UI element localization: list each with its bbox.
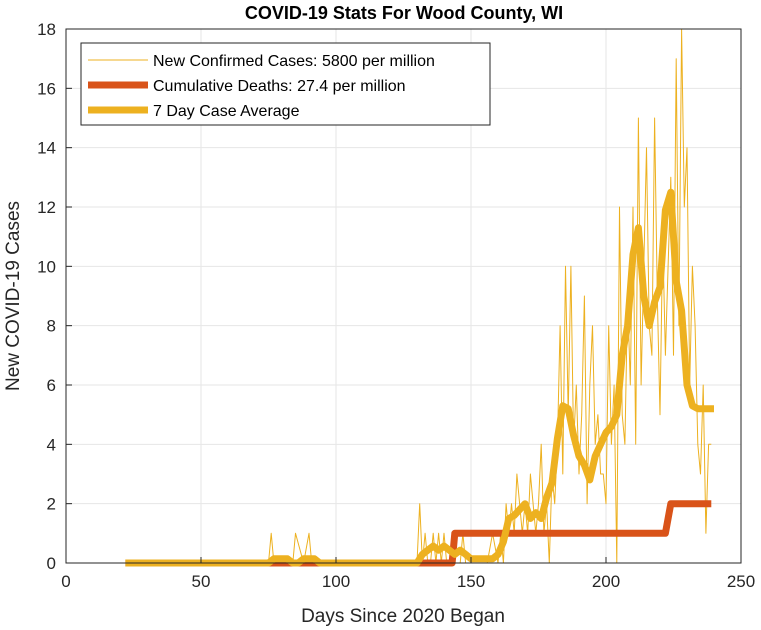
legend-box	[80, 42, 491, 126]
y-tick-label: 14	[37, 139, 56, 158]
x-tick-label: 100	[322, 572, 350, 591]
x-tick-label: 200	[592, 572, 620, 591]
x-tick-label: 0	[61, 572, 70, 591]
y-tick-label: 4	[47, 435, 56, 454]
x-axis-label: Days Since 2020 Began	[301, 606, 505, 627]
legend-label: New Confirmed Cases: 5800 per million	[153, 53, 435, 70]
chart-title: COVID-19 Stats For Wood County, WI	[245, 3, 563, 23]
x-tick-label: 50	[192, 572, 211, 591]
legend-label: 7 Day Case Average	[153, 103, 300, 120]
legend-entry-cumulative-deaths: Cumulative Deaths: 27.4 per million	[88, 78, 406, 95]
legend: New Confirmed Cases: 5800 per million Cum…	[80, 42, 491, 126]
y-axis-label: New COVID-19 Cases	[3, 201, 24, 391]
y-tick-label: 16	[37, 79, 56, 98]
legend-entry-new-cases: New Confirmed Cases: 5800 per million	[88, 53, 435, 70]
y-tick-label: 12	[37, 198, 56, 217]
y-tick-label: 10	[37, 257, 56, 276]
legend-label: Cumulative Deaths: 27.4 per million	[153, 78, 406, 95]
y-tick-label: 18	[37, 20, 56, 39]
y-tick-label: 2	[47, 495, 56, 514]
x-tick-label: 250	[727, 572, 755, 591]
x-tick-label: 150	[457, 572, 485, 591]
y-tick-label: 6	[47, 376, 56, 395]
y-tick-label: 0	[47, 554, 56, 573]
y-tick-label: 8	[47, 317, 56, 336]
axis-ticks: 0 50 100 150 200 250 0 2 4 6 8 10 12 14 16 18	[37, 20, 755, 591]
legend-entry-case-average: 7 Day Case Average	[88, 103, 300, 120]
plot-frame	[65, 28, 742, 564]
